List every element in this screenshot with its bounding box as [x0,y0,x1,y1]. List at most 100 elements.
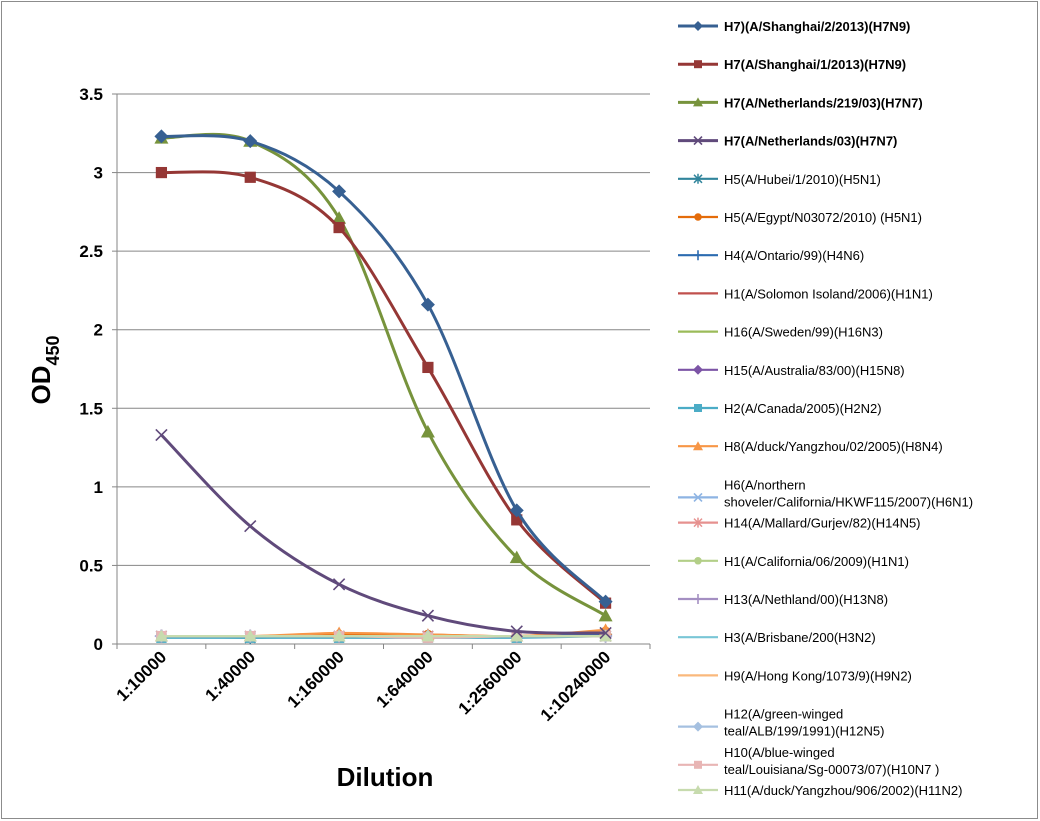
data-point [421,629,435,642]
legend-label: H7(A/Netherlands/219/03)(H7N7) [724,95,923,110]
legend-entry: H14(A/Mallard/Gurjev/82)(H14N5) [678,516,921,531]
data-point [599,626,612,640]
legend-label: H2(A/Canada/2005)(H2N2) [724,401,882,416]
x-tick-label: 1:2560000 [455,647,526,718]
legend-label: H6(A/northern shoveler/California/HKWF115… [724,477,973,509]
data-point [509,503,524,518]
data-point [510,625,523,638]
legend-entry: H10(A/blue-winged teal/Louisiana/Sg-00073… [678,745,939,777]
legend-layer: H7)(A/Shanghai/2/2013)(H7N9) H7(A/Shangha… [678,19,973,798]
x-tick-label: 1:10240000 [537,647,615,725]
legend-label: H5(A/Egypt/N03072/2010) (H5N1) [724,210,922,225]
data-point [332,629,346,642]
x-tick-label: 1:640000 [373,647,437,711]
y-tick-label: 3 [94,164,103,183]
legend-entry: H9(A/Hong Kong/1073/9)(H9N2) [678,668,912,683]
legend-label: H12(A/green-winged teal/ALB/199/1991)(H12… [724,707,884,739]
y-tick-label: 1.5 [79,399,103,418]
data-point [155,428,168,442]
series-line [160,433,606,635]
legend-swatch-marker [693,594,703,604]
y-tick-label: 2 [94,321,103,340]
series-1 [155,166,612,609]
legend-entry: H7(A/Netherlands/219/03)(H7N7) [678,95,923,110]
data-point [244,519,257,533]
legend-label: H4(A/Ontario/99)(H4N6) [724,248,864,263]
legend-entry: H13(A/Nethland/00)(H13N8) [678,592,888,607]
legend-swatch-marker [694,760,702,769]
legend-swatch-marker [693,721,703,732]
data-point [511,514,523,526]
legend-label: H15(A/Australia/83/00)(H15N8) [724,363,905,378]
legend-label: H7)(A/Shanghai/2/2013)(H7N9) [724,19,910,34]
legend-label: H11(A/duck/Yangzhou/906/2002)(H11N2) [724,783,962,798]
y-tick-label: 0 [94,635,103,654]
data-point [598,608,613,622]
legend-swatch-marker [694,213,702,221]
data-point [598,594,613,609]
legend-swatch-marker [693,173,703,184]
data-point [243,134,258,149]
legend-entry: H11(A/duck/Yangzhou/906/2002)(H11N2) [678,783,962,798]
legend-entry: H1(A/California/06/2009)(H1N1) [678,554,909,569]
data-point [332,578,346,591]
legend-label: H10(A/blue-winged teal/Louisiana/Sg-00073… [724,745,939,777]
legend-entry: H4(A/Ontario/99)(H4N6) [678,248,864,263]
legend-swatch-marker [693,250,703,261]
y-tick-label: 0.5 [79,556,103,575]
legend-swatch-marker [693,21,703,31]
legend-entry: H16(A/Sweden/99)(H16N3) [678,325,883,340]
x-axis-title: Dilution [337,762,434,792]
series-20 [154,629,613,642]
legend-entry: H6(A/northern shoveler/California/HKWF115… [678,477,973,509]
legend-entry: H5(A/Egypt/N03072/2010) (H5N1) [678,210,922,225]
series-3 [155,428,612,640]
data-point [332,184,347,199]
data-point [155,166,168,179]
data-point [599,629,613,642]
axis-layer: 0 0.5 1 1.5 2 2.5 3 3.5 1:10000 1:40000 1:160000 1:… [79,85,651,725]
legend-swatch-marker [693,364,703,375]
legend-label: H3(A/Brisbane/200(H3N2) [724,630,876,645]
legend-label: H8(A/duck/Yangzhou/02/2005)(H8N4) [724,439,943,454]
data-point [510,629,524,642]
legend-swatch-marker [693,492,703,502]
data-point [420,424,435,438]
data-point [154,129,169,144]
legend-label: H14(A/Mallard/Gurjev/82)(H14N5) [724,516,921,531]
grid-layer [117,93,650,645]
legend-label: H7(A/Shanghai/1/2013)(H7N9) [724,57,906,72]
legend-entry: H2(A/Canada/2005)(H2N2) [678,401,882,416]
legend-entry: H7(A/Netherlands/03)(H7N7) [678,134,897,149]
legend-label: H9(A/Hong Kong/1073/9)(H9N2) [724,668,912,683]
x-tick-label: 1:40000 [202,647,260,705]
legend-swatch-marker [693,517,703,528]
data-point [420,297,435,312]
x-tick-label: 1:10000 [113,647,171,705]
data-point [154,629,168,642]
legend-swatch-marker [693,441,703,451]
series-line [161,134,607,603]
legend-entry: H3(A/Brisbane/200(H3N2) [678,630,876,645]
legend-swatch-marker [694,404,702,412]
data-point [422,361,434,374]
legend-label: H7(A/Netherlands/03)(H7N7) [724,134,897,149]
data-point [421,609,435,622]
y-axis-title: OD450 [26,335,63,404]
data-point [509,550,524,564]
data-point [243,629,257,642]
legend-swatch-marker [693,136,703,146]
legend-label: H5(A/Hubei/1/2010)(H5N1) [724,172,881,187]
series-layer [154,129,613,645]
legend-entry: H7(A/Shanghai/1/2013)(H7N9) [678,57,906,72]
data-point [244,171,256,183]
legend-entry: H15(A/Australia/83/00)(H15N8) [678,363,905,378]
legend-swatch-marker [693,785,703,794]
y-tick-label: 2.5 [79,242,103,261]
legend-swatch-marker [694,60,702,69]
legend-swatch-marker [694,557,702,565]
y-tick-label: 1 [94,478,103,497]
